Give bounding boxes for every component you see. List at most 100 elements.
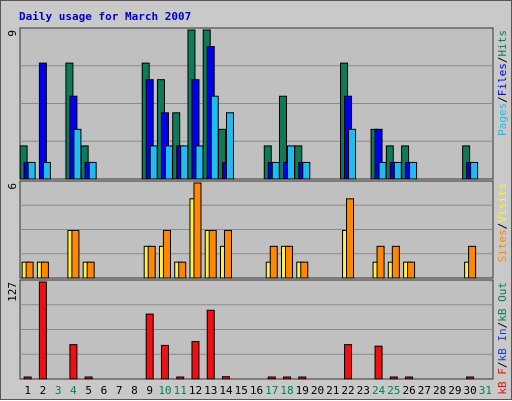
legend-segment: kB In: [496, 328, 509, 361]
legend-segment: Files: [496, 63, 509, 96]
bar-sites-day-18: [285, 245, 294, 279]
bar-kb_f-day-17: [267, 376, 276, 380]
x-tick-label: 13: [204, 384, 217, 397]
bar-kb_f-day-2: [38, 281, 47, 380]
bar-kb_f-day-14: [221, 376, 230, 380]
legend-segment: /: [496, 362, 509, 369]
bar-pages-day-26: [409, 161, 418, 180]
bar-kb_f-day-25: [389, 376, 398, 380]
bar-pages-day-30: [470, 161, 479, 180]
bar-sites-day-9: [147, 245, 156, 279]
x-tick-label: 23: [357, 384, 370, 397]
bar-kb_f-day-18: [283, 376, 292, 380]
bar-kb_f-day-13: [206, 309, 215, 380]
y-max-label: 127: [6, 282, 19, 302]
bar-sites-day-10: [162, 230, 171, 279]
bar-kb_f-day-24: [374, 345, 383, 380]
x-tick-label: 9: [146, 384, 153, 397]
x-tick-label: 25: [387, 384, 400, 397]
x-tick-label: 22: [341, 384, 354, 397]
bar-sites-day-30: [468, 245, 477, 279]
x-tick-label: 31: [479, 384, 492, 397]
legend-segment: /: [496, 223, 509, 230]
x-tick-label: 18: [280, 384, 293, 397]
x-tick-label: 26: [402, 384, 415, 397]
x-tick-label: 20: [311, 384, 324, 397]
bar-kb_f-day-5: [84, 376, 93, 380]
x-tick-label: 8: [131, 384, 138, 397]
bar-pages-day-13: [210, 95, 219, 180]
bar-sites-day-12: [193, 182, 202, 279]
bar-pages-day-9: [149, 145, 158, 180]
legend-segment: Hits: [496, 30, 509, 57]
y-max-label: 6: [6, 183, 19, 190]
bar-kb_f-day-1: [23, 376, 32, 380]
x-tick-label: 24: [372, 384, 386, 397]
bar-kb_f-day-19: [298, 376, 307, 380]
x-tick-label: 29: [448, 384, 461, 397]
bar-pages-day-1: [27, 161, 36, 180]
x-tick-label: 19: [296, 384, 309, 397]
legend-kbytes: kB F/kB In/kB Out: [496, 282, 509, 395]
legend-segment: kB F: [496, 368, 509, 395]
bar-pages-day-19: [302, 161, 311, 180]
bar-pages-day-4: [73, 128, 82, 180]
x-tick-label: 2: [40, 384, 47, 397]
legend-segment: Sites: [496, 229, 509, 262]
bar-pages-day-24: [378, 161, 387, 180]
bar-sites-day-4: [71, 230, 80, 279]
bar-kb_f-day-26: [405, 376, 414, 380]
x-tick-label: 17: [265, 384, 278, 397]
legend-segment: /: [496, 322, 509, 329]
bar-kb_f-day-4: [69, 344, 78, 380]
bar-sites-day-14: [223, 230, 232, 279]
y-max-label: 9: [6, 30, 19, 37]
x-tick-label: 5: [85, 384, 92, 397]
bar-sites-day-17: [269, 245, 278, 279]
x-tick-label: 6: [101, 384, 108, 397]
legend-hits_files_pages: Pages/Files/Hits: [496, 30, 509, 136]
x-tick-label: 11: [174, 384, 187, 397]
bar-pages-day-22: [348, 128, 357, 180]
x-tick-label: 15: [235, 384, 248, 397]
bar-sites-day-2: [40, 261, 49, 279]
bar-pages-day-17: [271, 161, 280, 180]
bar-kb_f-day-10: [160, 344, 169, 380]
legend-visits_sites: Sites/Visits: [496, 183, 509, 263]
bar-kb_f-day-11: [176, 376, 185, 380]
x-tick-label: 30: [463, 384, 476, 397]
bar-pages-day-14: [225, 112, 234, 180]
legend-segment: /: [496, 57, 509, 64]
x-tick-label: 14: [219, 384, 233, 397]
panel-visits_sites: 6 Sites/Visits: [6, 180, 509, 279]
bar-sites-day-25: [391, 245, 400, 279]
x-tick-label: 27: [418, 384, 431, 397]
bar-sites-day-13: [208, 230, 217, 279]
bar-sites-day-1: [25, 261, 34, 279]
bar-sites-day-19: [300, 261, 309, 279]
bar-files-day-2: [38, 62, 47, 180]
x-tick-label: 1: [24, 384, 31, 397]
bar-kb_f-day-9: [145, 313, 154, 380]
bar-pages-day-12: [195, 145, 204, 180]
x-tick-label: 4: [70, 384, 77, 397]
bar-pages-day-10: [164, 145, 173, 180]
bar-kb_f-day-12: [191, 341, 200, 380]
x-tick-label: 7: [116, 384, 123, 397]
bar-sites-day-24: [376, 245, 385, 279]
legend-segment: /: [496, 96, 509, 103]
x-tick-label: 16: [250, 384, 263, 397]
bar-pages-day-25: [393, 161, 402, 180]
bar-kb_f-day-22: [344, 344, 353, 380]
legend-segment: Pages: [496, 103, 509, 136]
bar-pages-day-18: [287, 145, 296, 180]
legend-segment: kB Out: [496, 282, 509, 322]
x-tick-label: 12: [189, 384, 202, 397]
bar-sites-day-11: [178, 261, 187, 279]
x-tick-label: 28: [433, 384, 446, 397]
bar-kb_f-day-30: [466, 376, 475, 380]
legend-segment: Visits: [496, 183, 509, 223]
